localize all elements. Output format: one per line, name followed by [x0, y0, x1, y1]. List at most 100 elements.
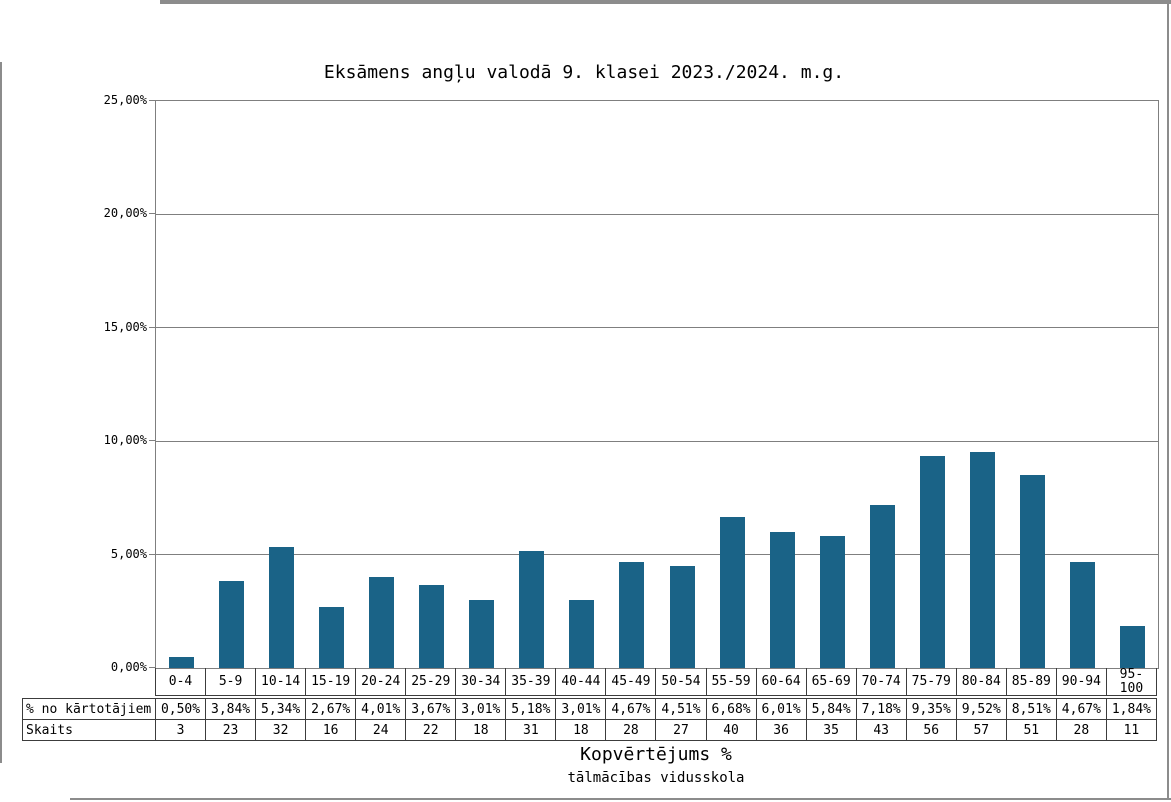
table-cell: 4,51%: [656, 699, 707, 720]
table-cell: 28: [606, 720, 657, 741]
bar-80-84: [970, 452, 996, 668]
bar-75-79: [920, 455, 946, 668]
x-axis-subtitle: tālmācības vidusskola: [567, 770, 745, 786]
table-cell: 4,67%: [1056, 699, 1107, 720]
y-tick-mark: [149, 553, 156, 555]
chart-title: Eksāmens angļu valodā 9. klasei 2023./20…: [323, 62, 845, 83]
y-tick-label: 15,00%: [103, 319, 147, 334]
table-cell: 23: [206, 720, 257, 741]
frame-line-top: [160, 0, 1171, 4]
y-tick-label: 20,00%: [103, 206, 147, 221]
bar-15-19: [318, 607, 344, 668]
bar-45-49: [619, 562, 645, 668]
category-label: 80-84: [957, 668, 1007, 695]
category-label: 90-94: [1057, 668, 1107, 695]
frame-line-left: [0, 62, 2, 763]
bar-30-34: [469, 599, 495, 668]
y-tick-mark: [149, 100, 156, 101]
category-label: 30-34: [456, 668, 507, 695]
table-cell: 7,18%: [856, 699, 907, 720]
bar-85-89: [1020, 475, 1046, 668]
category-label: 0-4: [156, 668, 207, 695]
data-table: % no kārtotājiem 0,50% 3,84% 5,34% 2,67% 4,01…: [22, 698, 1157, 741]
x-axis-title: Kopvērtējums %: [580, 744, 732, 765]
table-cell: 28: [1056, 720, 1107, 741]
table-cell: 32: [256, 720, 307, 741]
row-label: Skaits: [23, 720, 156, 741]
bar-10-14: [268, 546, 294, 668]
category-label: 10-14: [256, 668, 307, 695]
bar-65-69: [819, 535, 845, 668]
table-cell: 9,52%: [956, 699, 1007, 720]
table-cell: 22: [406, 720, 457, 741]
category-label: 45-49: [606, 668, 657, 695]
table-cell: 4,01%: [356, 699, 407, 720]
gridline-5: [156, 554, 1158, 556]
category-label: 50-54: [656, 668, 707, 695]
y-tick-mark: [149, 667, 156, 668]
category-label: 70-74: [857, 668, 907, 695]
y-tick-mark: [149, 326, 156, 328]
category-label: 20-24: [356, 668, 407, 695]
table-cell: 3: [156, 720, 207, 741]
category-label: 75-79: [907, 668, 957, 695]
gridline-10: [156, 440, 1158, 442]
bar-0-4: [168, 656, 194, 668]
category-label: 60-64: [757, 668, 807, 695]
category-label: 5-9: [206, 668, 257, 695]
y-tick-mark: [149, 440, 156, 442]
table-cell: 35: [806, 720, 857, 741]
bar-95-100: [1120, 626, 1146, 668]
table-cell: 43: [856, 720, 907, 741]
table-cell: 3,01%: [556, 699, 607, 720]
table-cell: 9,35%: [906, 699, 957, 720]
table-cell: 11: [1106, 720, 1157, 741]
table-cell: 3,67%: [406, 699, 457, 720]
table-row: Skaits 3 23 32 16 24 22 18 31 18 28 27 40 36 35 43 56 57 5…: [23, 720, 1157, 741]
table-cell: 6,68%: [706, 699, 757, 720]
bar-25-29: [419, 584, 445, 668]
row-label: % no kārtotājiem: [23, 699, 156, 720]
category-label: 15-19: [306, 668, 357, 695]
table-cell: 56: [906, 720, 957, 741]
table-cell: 1,84%: [1106, 699, 1157, 720]
category-label: 95-100: [1107, 667, 1157, 695]
table-cell: 27: [656, 720, 707, 741]
bar-5-9: [218, 580, 244, 668]
category-label: 40-44: [556, 668, 607, 695]
category-label: 85-89: [1007, 668, 1057, 695]
table-cell: 57: [956, 720, 1007, 741]
gridline-20: [156, 213, 1158, 215]
y-tick-label: 0,00%: [110, 660, 147, 674]
y-tick-label: 25,00%: [103, 93, 147, 107]
bar-55-59: [719, 516, 745, 668]
table-cell: 4,67%: [606, 699, 657, 720]
y-tick-mark: [149, 213, 156, 215]
table-cell: 40: [706, 720, 757, 741]
table-cell: 6,01%: [756, 699, 807, 720]
frame-line-bottom: [70, 798, 1171, 800]
x-axis-category-row: 0-4 5-9 10-14 15-19 20-24 25-29 30-34 35-39 40-4…: [155, 667, 1157, 696]
y-tick-label: 10,00%: [103, 433, 147, 448]
category-label: 35-39: [506, 668, 557, 695]
table-cell: 8,51%: [1006, 699, 1057, 720]
gridline-15: [156, 327, 1158, 329]
frame-line-right: [1167, 0, 1169, 800]
table-cell: 2,67%: [306, 699, 357, 720]
table-cell: 24: [356, 720, 407, 741]
table-cell: 36: [756, 720, 807, 741]
y-tick-label: 5,00%: [110, 546, 147, 561]
table-cell: 5,34%: [256, 699, 307, 720]
table-cell: 51: [1006, 720, 1057, 741]
category-label: 65-69: [807, 668, 857, 695]
table-cell: 18: [456, 720, 507, 741]
table-cell: 5,84%: [806, 699, 857, 720]
category-label: 25-29: [406, 668, 457, 695]
bar-40-44: [569, 599, 595, 668]
table-cell: 31: [506, 720, 557, 741]
table-cell: 3,84%: [206, 699, 257, 720]
table-cell: 0,50%: [156, 699, 207, 720]
bar-35-39: [519, 550, 545, 668]
table-cell: 3,01%: [456, 699, 507, 720]
bar-90-94: [1070, 562, 1096, 668]
